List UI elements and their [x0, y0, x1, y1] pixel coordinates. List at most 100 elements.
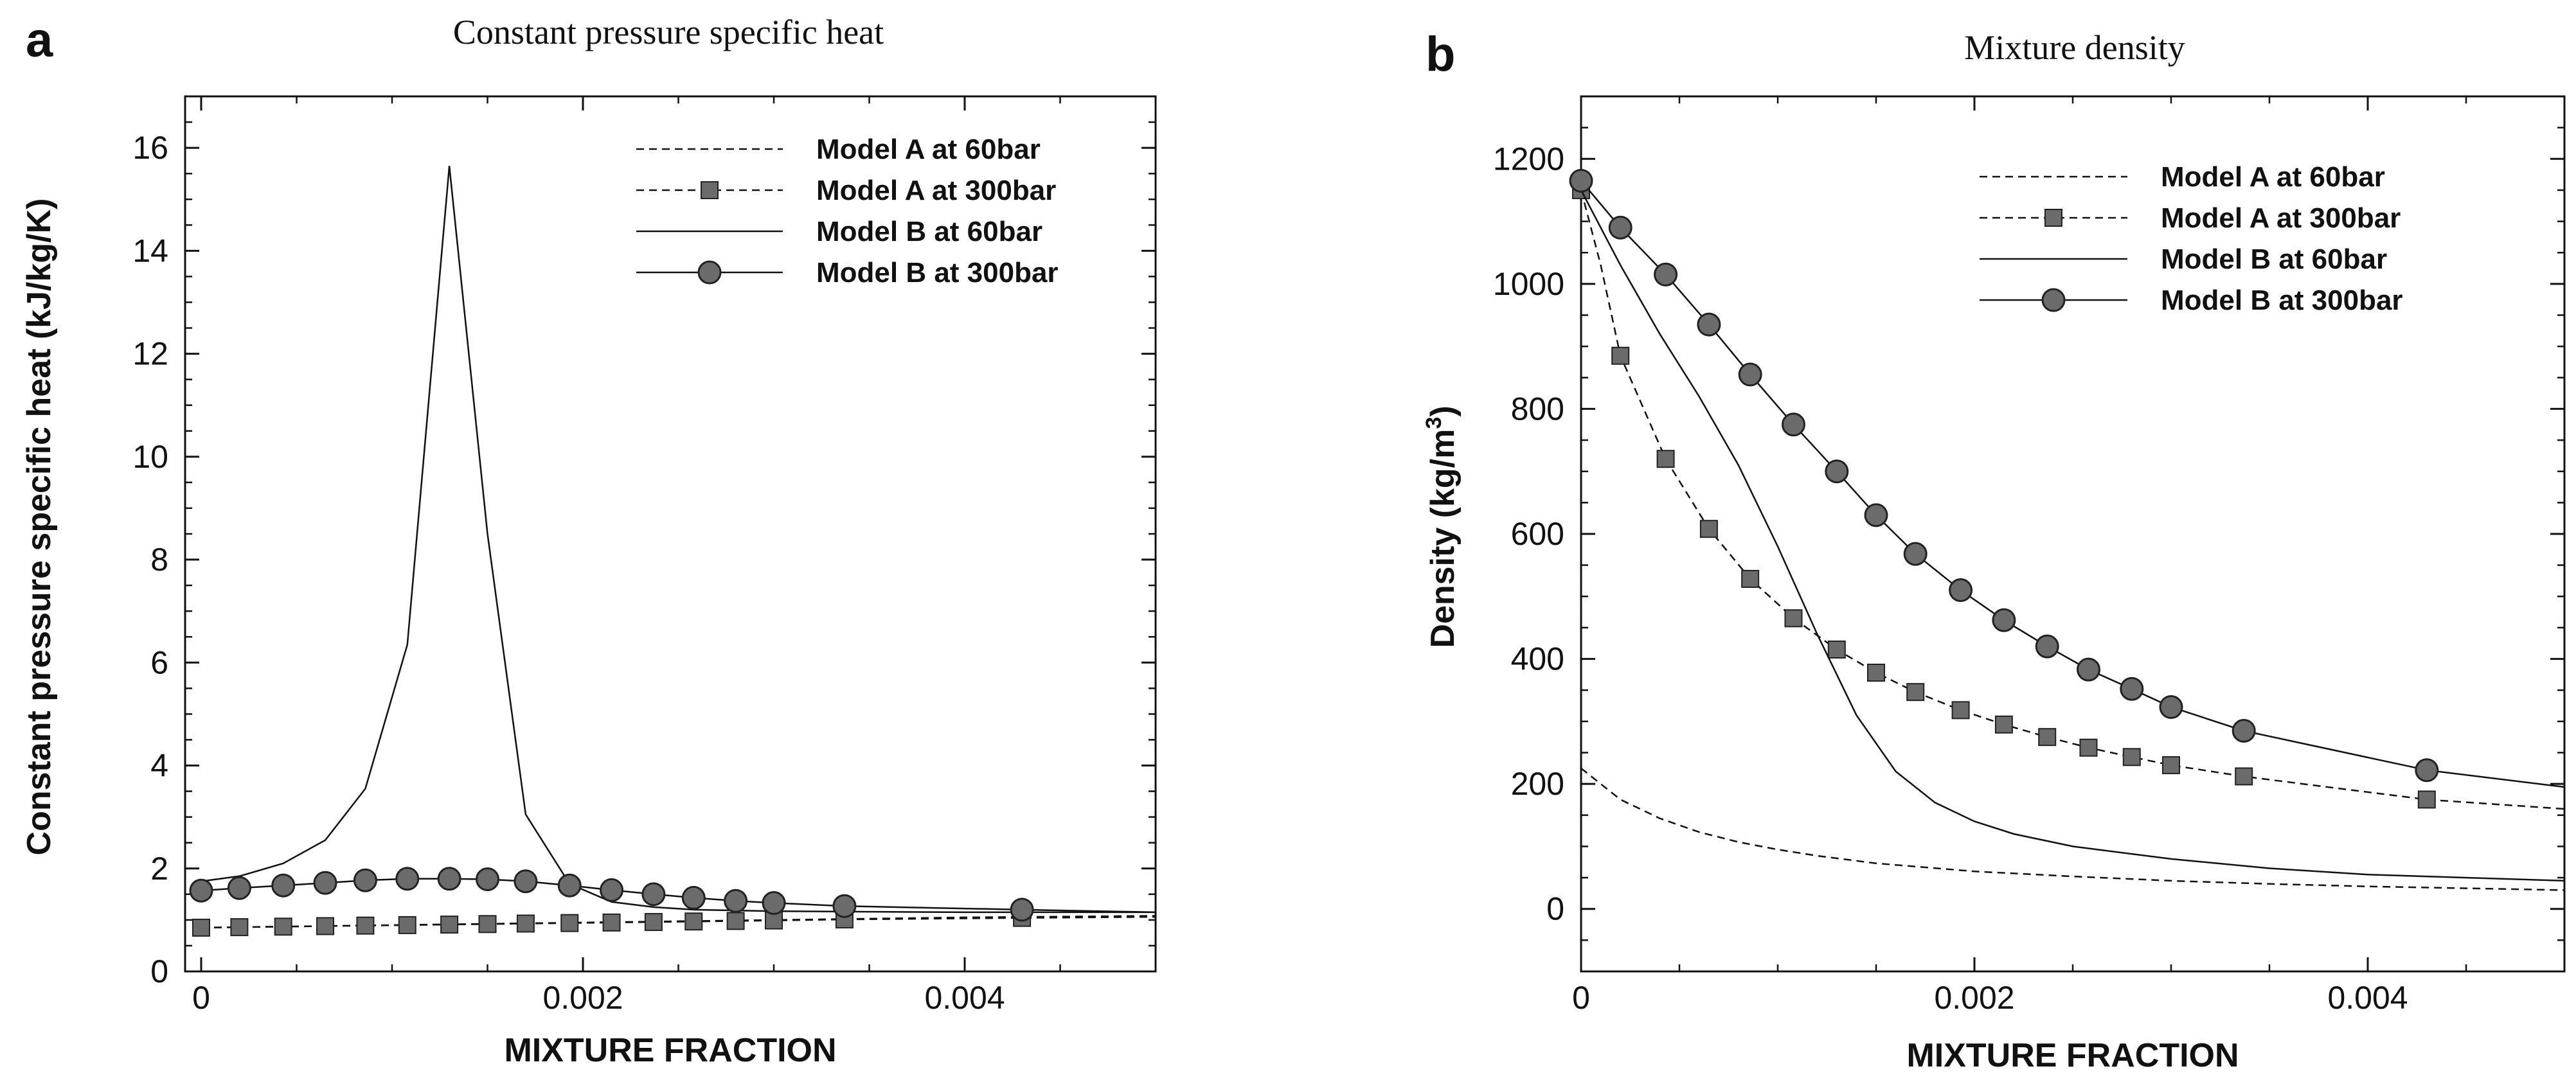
- panel-b-series-model-b-at-300bar-marker: [1654, 262, 1678, 287]
- panel-b: b Mixture density 0200400600800100012000…: [1422, 27, 2566, 1074]
- panel-a-series-model-a-at-300bar-marker: [726, 912, 745, 930]
- panel-b-series-model-a-at-300bar-marker: [1611, 346, 1630, 365]
- panel-b-series: [1569, 168, 2565, 891]
- panel-a-x-tick-label: 0.002: [542, 980, 623, 1016]
- panel-b-y-axis-label-main: Density (kg/m: [1424, 429, 1462, 648]
- panel-b-series-model-b-at-300bar-line: [1580, 180, 2565, 788]
- panel-b-x-tick-label: 0: [1572, 980, 1590, 1016]
- panel-a-series-model-a-at-300bar-marker: [516, 914, 535, 933]
- panel-a-series-model-b-at-300bar-marker: [832, 894, 857, 918]
- panel-a-series: [189, 166, 1156, 937]
- panel-b-series-model-a-at-300bar-marker: [1699, 520, 1718, 538]
- panel-b-y-axis-label-end: ): [1424, 405, 1462, 416]
- panel-a-series-model-b-at-300bar-marker: [313, 871, 337, 895]
- panel-a-legend-label: Model B at 60bar: [816, 216, 1042, 247]
- panel-b-series-model-b-at-300bar-marker: [1825, 459, 1849, 484]
- panel-a-y-tick-label: 4: [150, 748, 168, 784]
- panel-b-series-model-b-at-300bar-marker: [1903, 542, 1928, 566]
- panel-b-y-tick-label: 800: [1511, 391, 1564, 427]
- panel-a-series-model-a-at-300bar-marker: [440, 916, 459, 934]
- panel-b-series-model-b-at-300bar-marker: [1949, 578, 1973, 603]
- panel-b-series-model-a-at-300bar-line: [1580, 190, 2565, 810]
- panel-b-y-tick-label: 400: [1511, 641, 1564, 677]
- panel-a-series-model-b-at-300bar-marker: [476, 867, 499, 892]
- panel-a-y-axis-label: Constant pressure specific heat (kJ/kg/K…: [21, 199, 58, 856]
- panel-b-series-model-a-at-300bar-marker: [1951, 701, 1970, 720]
- panel-a-y-tick-label: 2: [150, 851, 168, 887]
- panel-a-legend: Model A at 60bar Model A at 300bar Model B…: [636, 134, 1059, 288]
- panel-a-series-model-b-at-300bar-marker: [514, 869, 538, 894]
- panel-a-legend-label: Model B at 300bar: [816, 257, 1059, 288]
- panel-a-x-tick-label: 0: [192, 980, 210, 1016]
- panel-a-series-model-b-at-300bar-marker: [437, 867, 461, 891]
- panel-b-legend-label: Model A at 300bar: [2161, 202, 2401, 234]
- panel-a-series-model-a-at-300bar-marker: [316, 917, 335, 935]
- panel-b-x-tick-label: 0.004: [2327, 980, 2408, 1016]
- panel-a: a Constant pressure specific heat 0 2 4 6 8 1…: [21, 13, 1157, 1069]
- panel-a-title: Constant pressure specific heat: [453, 13, 884, 51]
- panel-b-series-model-a-at-300bar-marker: [2122, 748, 2141, 766]
- panel-b-series-model-b-at-300bar-marker: [2159, 695, 2183, 719]
- panel-a-y-tick-label: 0: [150, 953, 168, 989]
- panel-b-series-model-a-at-300bar-marker: [2417, 790, 2436, 809]
- panel-b-series-model-a-at-300bar-marker: [1656, 450, 1675, 468]
- panel-b-x-axis-label: MIXTURE FRACTION: [1906, 1037, 2239, 1074]
- panel-a-y-tick-label: 10: [132, 439, 168, 475]
- panel-b-y-tick-label: 0: [1546, 891, 1564, 927]
- panel-a-series-model-a-at-300bar-marker: [398, 916, 416, 934]
- panel-b-y-tick-label: 600: [1511, 516, 1564, 552]
- panel-a-y-tick-label: 12: [132, 336, 168, 372]
- panel-b-y-tick-label: 1000: [1493, 266, 1564, 302]
- panel-a-series-model-a-at-300bar-marker: [644, 913, 663, 932]
- panel-b-series-model-a-at-300bar-marker: [2162, 756, 2180, 774]
- panel-a-y-tick-label: 6: [150, 644, 168, 680]
- panel-a-legend-label: Model A at 300bar: [816, 175, 1056, 206]
- panel-b-y-axis-label-sup: 3: [1422, 417, 1446, 429]
- panel-b-frame: [1580, 95, 2566, 973]
- panel-b-x-tick-label: 0.002: [1934, 980, 2014, 1016]
- panel-b-series-model-b-at-300bar-marker: [1992, 608, 2016, 632]
- panel-a-series-model-b-at-300bar-marker: [557, 873, 582, 898]
- panel-a-legend-marker: [697, 260, 722, 285]
- panel-a-series-model-a-at-300bar-marker: [478, 915, 497, 934]
- panel-b-letter: b: [1426, 27, 1455, 82]
- panel-a-y-tick-label: 8: [150, 542, 168, 578]
- panel-b-series-model-b-at-300bar-marker: [2035, 634, 2059, 659]
- panel-b-series-model-b-at-300bar-marker: [2076, 657, 2100, 682]
- panel-b-series-model-a-at-300bar-marker: [2079, 738, 2098, 757]
- panel-b-series-model-b-at-300bar-marker: [1781, 412, 1805, 437]
- panel-a-series-model-b-at-300bar-marker: [762, 890, 786, 915]
- panel-b-legend-label: Model B at 60bar: [2161, 243, 2387, 275]
- panel-a-legend-label: Model A at 60bar: [816, 134, 1041, 165]
- panel-a-series-model-b-at-300bar-marker: [227, 876, 251, 900]
- panel-b-series-model-b-at-300bar-marker: [1569, 168, 1593, 193]
- panel-a-series-model-a-at-300bar-marker: [684, 912, 703, 931]
- panel-b-title: Mixture density: [1964, 28, 2185, 67]
- panel-b-series-model-a-at-300bar-marker: [2038, 728, 2057, 747]
- panel-b-legend-label: Model A at 60bar: [2161, 161, 2385, 193]
- panel-a-letter: a: [26, 13, 53, 67]
- panel-a-series-model-b-at-300bar-marker: [353, 868, 377, 892]
- panel-a-ticks: 0 2 4 6 8 10 12 14 16 0 0.002 0.004: [132, 95, 1157, 1016]
- panel-b-series-model-a-at-300bar-marker: [1784, 609, 1803, 628]
- panel-a-series-model-b-at-300bar-marker: [395, 867, 420, 891]
- panel-a-series-model-a-at-300bar-marker: [602, 913, 621, 932]
- panel-b-legend-marker: [2044, 209, 2062, 227]
- panel-b-series-model-b-at-300bar-marker: [2415, 758, 2439, 783]
- panel-b-series-model-a-at-60bar-line: [1580, 767, 2565, 891]
- panel-a-legend-marker: [701, 181, 719, 199]
- panel-b-series-model-a-at-300bar-marker: [1867, 663, 1885, 682]
- panel-b-series-model-b-at-300bar-marker: [2232, 718, 2256, 743]
- panel-a-series-model-b-at-300bar-marker: [1010, 898, 1034, 922]
- panel-a-series-model-b-at-300bar-marker: [681, 885, 706, 910]
- panel-a-series-model-a-at-300bar-marker: [356, 916, 375, 935]
- panel-a-series-model-a-at-300bar-marker: [274, 917, 292, 936]
- panel-b-series-model-a-at-300bar-marker: [1827, 640, 1846, 659]
- panel-b-series-model-b-at-300bar-marker: [1697, 312, 1721, 337]
- panel-b-series-model-b-at-300bar-marker: [1608, 215, 1632, 240]
- panel-b-legend: Model A at 60bar Model A at 300bar Model B…: [1980, 161, 2403, 316]
- panel-b-series-model-b-at-300bar-marker: [2120, 677, 2144, 701]
- panel-b-series-model-a-at-300bar-marker: [2235, 767, 2253, 786]
- panel-b-y-tick-label: 200: [1511, 766, 1564, 802]
